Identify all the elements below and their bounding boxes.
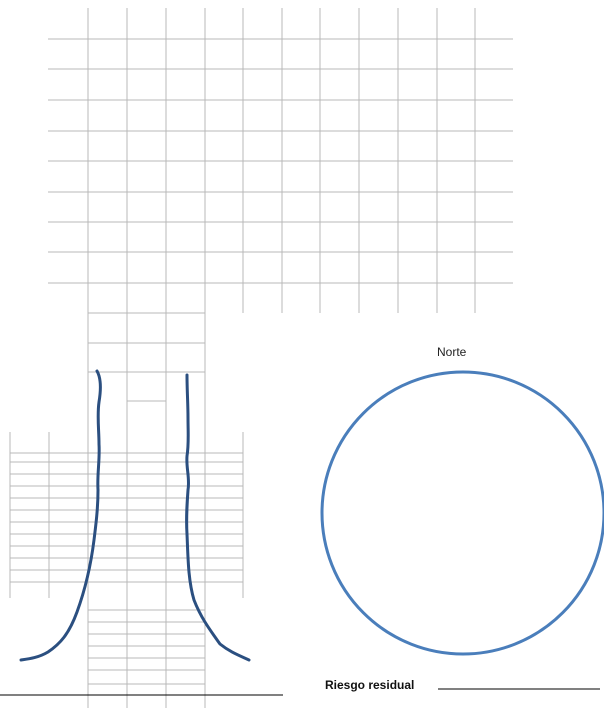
column-lower-rungs [88, 609, 205, 685]
left-curve [19, 369, 102, 662]
right-curve [185, 373, 251, 662]
residual-risk-label: Riesgo residual [325, 678, 415, 692]
compass-north-label: Norte [437, 345, 467, 359]
lower-grid-horizontal-lines [10, 452, 243, 583]
upper-grid-horizontal-lines [48, 38, 513, 284]
baselines [0, 688, 600, 696]
compass-circle [320, 370, 604, 656]
column-grid [87, 283, 206, 708]
lower-grid [9, 432, 244, 685]
upper-grid [48, 8, 513, 313]
hand-drawn-curves [19, 369, 251, 662]
